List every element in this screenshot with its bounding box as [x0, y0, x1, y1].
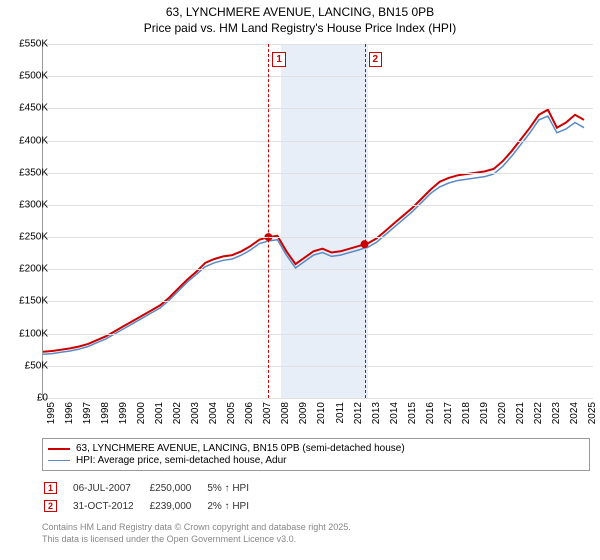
sale-price: £239,000 [150, 498, 206, 514]
sale-date: 31-OCT-2012 [73, 498, 148, 514]
sale-id: 1 [44, 480, 71, 496]
property-line [43, 110, 584, 352]
y-axis-label: £50K [8, 360, 48, 371]
price-chart: 12 [42, 44, 593, 399]
gridline [43, 398, 593, 399]
x-axis-label: 1998 [100, 402, 111, 432]
legend: 63, LYNCHMERE AVENUE, LANCING, BN15 0PB … [42, 438, 590, 471]
x-axis-label: 2017 [443, 402, 454, 432]
gridline [43, 301, 593, 302]
sale-vline [365, 44, 366, 398]
gridline [43, 366, 593, 367]
sale-vline [268, 44, 269, 398]
x-axis-label: 2021 [515, 402, 526, 432]
y-axis-label: £550K [8, 39, 48, 50]
x-axis-label: 2011 [335, 402, 346, 432]
legend-row-property: 63, LYNCHMERE AVENUE, LANCING, BN15 0PB … [48, 443, 584, 454]
legend-label-property: 63, LYNCHMERE AVENUE, LANCING, BN15 0PB … [76, 443, 405, 454]
x-axis-label: 2010 [316, 402, 327, 432]
sale-row: 231-OCT-2012£239,0002% ↑ HPI [44, 498, 263, 514]
x-axis-label: 1995 [46, 402, 57, 432]
x-axis-label: 1997 [82, 402, 93, 432]
x-axis-label: 2012 [353, 402, 364, 432]
gridline [43, 205, 593, 206]
hpi-line [43, 116, 584, 354]
footer-line-2: This data is licensed under the Open Gov… [42, 534, 351, 546]
y-axis-label: £200K [8, 264, 48, 275]
gridline [43, 269, 593, 270]
x-axis-label: 2020 [497, 402, 508, 432]
sale-id: 2 [44, 498, 71, 514]
x-axis-label: 2009 [298, 402, 309, 432]
x-axis-label: 2005 [226, 402, 237, 432]
sale-row: 106-JUL-2007£250,0005% ↑ HPI [44, 480, 263, 496]
x-axis-label: 2002 [172, 402, 183, 432]
gridline [43, 334, 593, 335]
x-axis-label: 1999 [118, 402, 129, 432]
legend-swatch-hpi [48, 460, 70, 461]
gridline [43, 44, 593, 45]
gridline [43, 108, 593, 109]
x-axis-label: 2014 [389, 402, 400, 432]
x-axis-label: 2015 [407, 402, 418, 432]
y-axis-label: £500K [8, 71, 48, 82]
x-axis-label: 2016 [425, 402, 436, 432]
sales-table: 106-JUL-2007£250,0005% ↑ HPI 231-OCT-2012… [42, 478, 265, 516]
x-axis-label: 2007 [262, 402, 273, 432]
x-axis-label: 2004 [208, 402, 219, 432]
chart-svg [43, 44, 593, 398]
footer-line-1: Contains HM Land Registry data © Crown c… [42, 522, 351, 534]
gridline [43, 173, 593, 174]
y-axis-label: £300K [8, 199, 48, 210]
title-line-1: 63, LYNCHMERE AVENUE, LANCING, BN15 0PB [0, 5, 600, 21]
sale-date: 06-JUL-2007 [73, 480, 148, 496]
y-axis-label: £400K [8, 135, 48, 146]
sale-delta: 2% ↑ HPI [207, 498, 263, 514]
legend-label-hpi: HPI: Average price, semi-detached house,… [76, 455, 287, 466]
x-axis-label: 2025 [587, 402, 598, 432]
x-axis-label: 2006 [244, 402, 255, 432]
x-axis-label: 2003 [190, 402, 201, 432]
x-axis-label: 2001 [154, 402, 165, 432]
legend-swatch-property [48, 448, 70, 450]
gridline [43, 141, 593, 142]
sale-delta: 5% ↑ HPI [207, 480, 263, 496]
x-axis-label: 2000 [136, 402, 147, 432]
chart-title: 63, LYNCHMERE AVENUE, LANCING, BN15 0PB … [0, 0, 600, 36]
x-axis-label: 2008 [280, 402, 291, 432]
title-line-2: Price paid vs. HM Land Registry's House … [0, 21, 600, 37]
y-axis-label: £150K [8, 296, 48, 307]
x-axis-label: 2023 [551, 402, 562, 432]
x-axis-label: 1996 [64, 402, 75, 432]
x-axis-label: 2018 [461, 402, 472, 432]
x-axis-label: 2024 [569, 402, 580, 432]
sale-vline-label: 2 [369, 52, 383, 67]
gridline [43, 76, 593, 77]
y-axis-label: £350K [8, 167, 48, 178]
sale-vline-label: 1 [272, 52, 286, 67]
y-axis-label: £100K [8, 328, 48, 339]
x-axis-label: 2019 [479, 402, 490, 432]
sale-price: £250,000 [150, 480, 206, 496]
gridline [43, 237, 593, 238]
y-axis-label: £0 [8, 393, 48, 404]
legend-row-hpi: HPI: Average price, semi-detached house,… [48, 455, 584, 466]
x-axis-label: 2013 [371, 402, 382, 432]
footer: Contains HM Land Registry data © Crown c… [42, 522, 351, 545]
x-axis-label: 2022 [533, 402, 544, 432]
y-axis-label: £450K [8, 103, 48, 114]
y-axis-label: £250K [8, 232, 48, 243]
